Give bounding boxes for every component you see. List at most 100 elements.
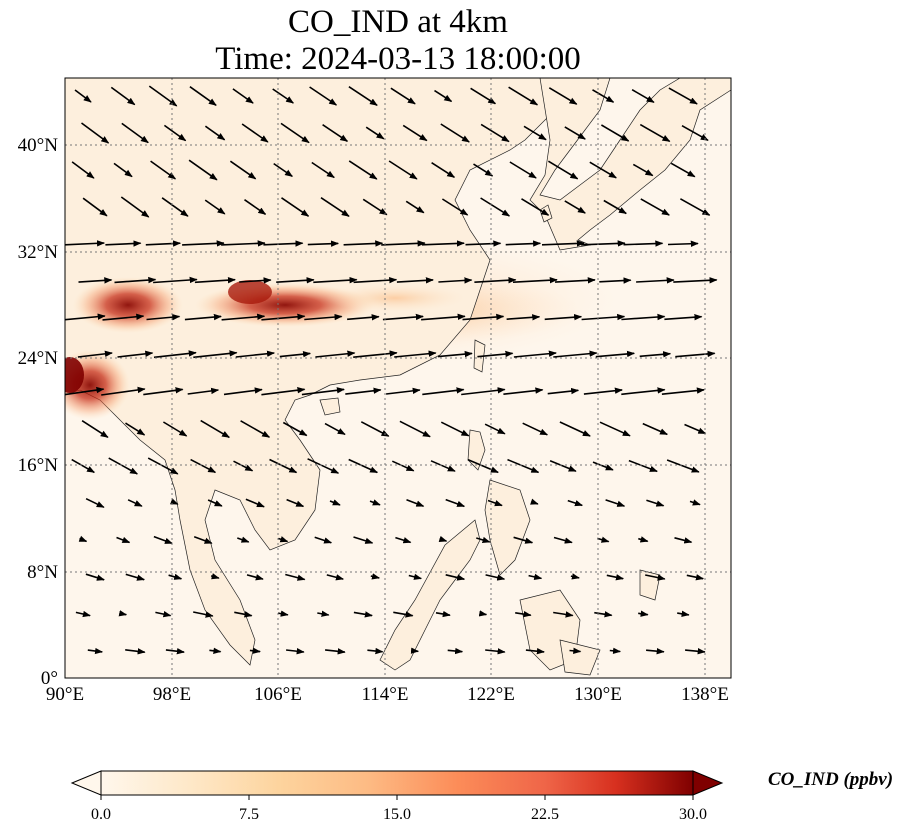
wind-arrow — [621, 387, 666, 396]
wind-arrow — [581, 313, 626, 321]
wind-arrow — [81, 420, 109, 438]
wind-arrow — [116, 536, 131, 544]
wind-arrow — [462, 313, 505, 321]
wind-arrow — [200, 419, 230, 439]
wind-arrow — [570, 573, 580, 580]
wind-arrow — [348, 86, 378, 106]
wind-arrow — [631, 89, 655, 103]
wind-arrow — [187, 387, 220, 395]
wind-arrow — [307, 240, 339, 247]
lat-tick-labels: 0° 8°N 16°N 24°N 32°N 40°N — [18, 135, 59, 689]
wind-arrow — [182, 240, 225, 247]
wind-arrow — [311, 161, 335, 179]
wind-arrow — [525, 648, 545, 655]
wind-arrow — [674, 537, 693, 544]
wind-arrow — [406, 499, 425, 507]
colorbar-extend-low — [70, 770, 102, 796]
colorbar-tick-label: 0.0 — [91, 806, 111, 823]
wind-arrow — [476, 536, 491, 544]
gridlines — [65, 78, 731, 678]
wind-arrow — [77, 350, 113, 358]
wind-arrow — [645, 574, 666, 581]
wind-arrow — [583, 387, 623, 395]
wind-arrow — [237, 536, 250, 543]
wind-arrow — [353, 611, 373, 618]
wind-arrow — [441, 198, 469, 216]
wind-arrow — [286, 498, 305, 508]
colorbar-bar — [100, 770, 694, 796]
wind-arrow — [163, 124, 187, 142]
wind-arrow — [484, 423, 506, 435]
wind-arrow — [194, 276, 236, 284]
wind-arrow — [430, 460, 456, 472]
wind-arrow — [85, 573, 105, 581]
wind-arrow — [125, 648, 146, 655]
wind-arrow — [102, 313, 145, 321]
colorbar-tick-label: 7.5 — [239, 806, 259, 823]
wind-arrow — [465, 240, 502, 247]
wind-arrow — [512, 276, 558, 284]
wind-arrow — [661, 387, 705, 395]
wind-arrow — [569, 647, 582, 655]
lat-tick-label: 16°N — [18, 455, 59, 476]
wind-arrow — [204, 125, 226, 141]
wind-arrow — [528, 573, 543, 580]
wind-arrow — [261, 387, 306, 396]
wind-arrow — [564, 126, 586, 140]
wind-arrow — [507, 458, 540, 474]
wind-arrow — [209, 647, 222, 654]
wind-arrow — [147, 457, 179, 475]
wind-arrow — [277, 610, 289, 617]
wind-arrow — [553, 350, 598, 358]
wind-arrow — [117, 350, 154, 358]
wind-arrow — [642, 422, 668, 436]
wind-arrow — [548, 87, 578, 105]
wind-arrow — [153, 535, 173, 545]
wind-arrow — [553, 611, 574, 618]
wind-arrow — [125, 422, 146, 436]
colorbar-tick-label: 30.0 — [679, 806, 707, 823]
wind-arrow — [307, 458, 340, 474]
wind-arrow — [348, 160, 378, 180]
wind-arrow — [681, 125, 709, 141]
wind-arrow — [153, 276, 198, 284]
wind-arrow — [105, 240, 142, 247]
wind-arrow — [324, 422, 346, 436]
wind-arrow — [636, 277, 675, 284]
wind-arrow — [281, 197, 310, 217]
wind-arrow — [600, 124, 630, 142]
wind-arrow — [438, 277, 473, 284]
wind-arrow — [592, 89, 615, 103]
lat-tick-label: 40°N — [18, 135, 59, 156]
wind-arrow — [675, 350, 716, 358]
wind-arrow — [567, 499, 583, 507]
wind-arrow — [673, 277, 718, 284]
wind-arrow — [422, 387, 465, 396]
lat-tick-label: 24°N — [18, 348, 59, 369]
wind-arrow — [245, 498, 265, 508]
wind-arrow — [143, 387, 184, 396]
wind-arrow — [606, 574, 624, 581]
wind-arrow — [286, 648, 305, 655]
wind-arrow — [680, 198, 711, 216]
wind-arrow — [438, 535, 448, 542]
wind-arrow — [162, 421, 188, 437]
wind-arrow — [71, 161, 95, 179]
map-subtitle-time: Time: 2024-03-13 18:00:00 — [215, 41, 581, 77]
plume-myanmar-north — [73, 277, 183, 333]
wind-arrow — [184, 313, 222, 321]
wind-arrow — [343, 240, 384, 247]
wind-arrow — [544, 314, 583, 321]
wind-arrow — [146, 313, 181, 321]
wind-arrow — [235, 350, 275, 358]
wind-arrow — [594, 611, 613, 618]
wind-arrow — [282, 421, 308, 437]
colorbar — [70, 770, 724, 800]
wind-arrow — [467, 458, 499, 474]
wind-arrow — [65, 386, 105, 396]
wind-arrow — [599, 277, 632, 284]
wind-arrow — [434, 89, 453, 103]
wind-arrow — [273, 162, 293, 178]
wind-arrow — [639, 123, 671, 143]
wind-arrow — [161, 197, 189, 217]
